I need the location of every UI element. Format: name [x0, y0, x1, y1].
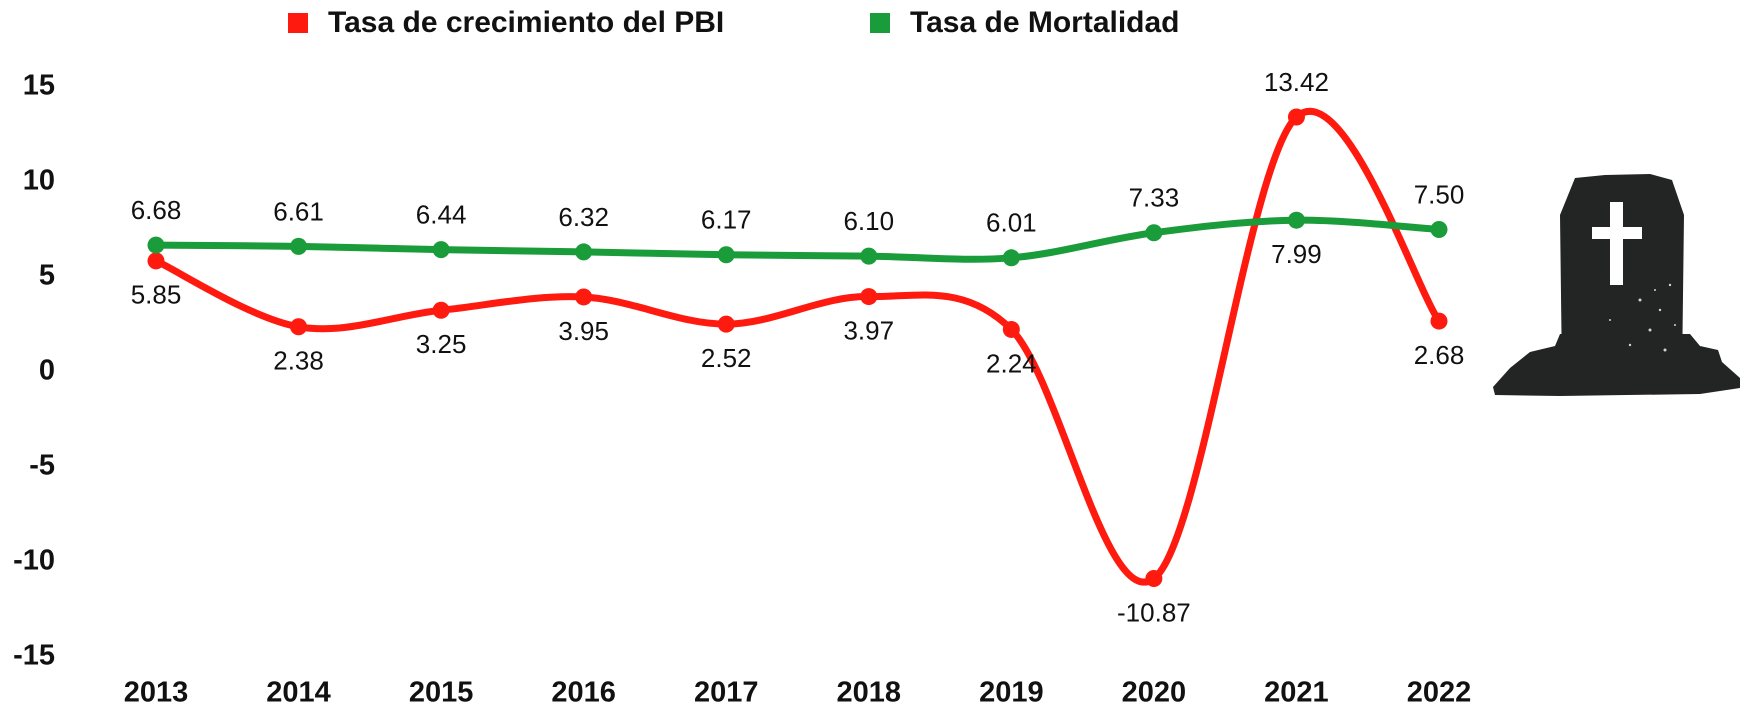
value-label: 3.97 [843, 315, 894, 345]
data-point [290, 238, 307, 255]
x-tick-label: 2019 [979, 677, 1044, 709]
legend-label: Tasa de crecimiento del PBI [328, 6, 724, 39]
data-point [718, 246, 735, 263]
y-tick-label: 0 [39, 355, 55, 387]
data-point [1003, 249, 1020, 266]
value-label: 5.85 [131, 280, 182, 310]
x-tick-label: 2022 [1407, 677, 1472, 709]
value-label: 6.10 [843, 206, 894, 236]
value-label: 3.25 [416, 329, 467, 359]
x-tick-label: 2016 [551, 677, 616, 709]
data-point [1288, 212, 1305, 229]
data-point [718, 316, 735, 333]
data-point [575, 288, 592, 305]
legend-label: Tasa de Mortalidad [910, 6, 1180, 39]
value-label: 7.50 [1414, 179, 1465, 209]
series-line [156, 111, 1439, 582]
value-label: 6.44 [416, 200, 467, 230]
value-label: 7.33 [1129, 183, 1180, 213]
value-label: 7.99 [1271, 239, 1322, 269]
data-point [860, 248, 877, 265]
value-label: 6.01 [986, 208, 1037, 238]
data-point [1431, 221, 1448, 238]
y-tick-label: 15 [23, 70, 55, 102]
value-label: 6.17 [701, 205, 752, 235]
data-point [148, 237, 165, 254]
x-tick-label: 2018 [837, 677, 902, 709]
value-label: 3.95 [558, 316, 609, 346]
y-tick-label: -10 [13, 545, 55, 577]
page: {"chart_data": {"type": "line", "categor… [0, 0, 1747, 713]
data-point [1145, 224, 1162, 241]
x-tick-label: 2021 [1264, 677, 1329, 709]
legend-swatch [288, 13, 308, 33]
data-point [1288, 109, 1305, 126]
y-tick-label: -5 [29, 450, 55, 482]
value-label: 13.42 [1264, 67, 1329, 97]
data-point [1145, 570, 1162, 587]
value-label: 2.38 [273, 346, 324, 376]
data-point [290, 318, 307, 335]
tombstone-icon [1493, 174, 1740, 396]
x-tick-label: 2015 [409, 677, 474, 709]
x-tick-label: 2013 [124, 677, 189, 709]
y-tick-label: 10 [23, 165, 55, 197]
value-label: 2.24 [986, 348, 1037, 378]
data-point [148, 252, 165, 269]
x-tick-label: 2014 [266, 677, 331, 709]
value-label: 6.68 [131, 195, 182, 225]
value-label: 6.61 [273, 196, 324, 226]
y-tick-label: 5 [39, 260, 55, 292]
data-point [433, 302, 450, 319]
data-point [433, 241, 450, 258]
data-point [1003, 321, 1020, 338]
data-point [860, 288, 877, 305]
x-tick-label: 2017 [694, 677, 759, 709]
y-tick-label: -15 [13, 640, 55, 672]
value-label: 2.52 [701, 343, 752, 373]
data-point [1431, 313, 1448, 330]
data-point [575, 243, 592, 260]
chart: -15 -10 -5 0 5 10 15 2013 2014 2015 2016 2017 2018 20… [0, 0, 1747, 713]
x-tick-label: 2020 [1122, 677, 1187, 709]
value-label: -10.87 [1117, 597, 1191, 627]
value-label: 6.32 [558, 202, 609, 232]
legend-swatch [870, 13, 890, 33]
value-label: 2.68 [1414, 340, 1465, 370]
